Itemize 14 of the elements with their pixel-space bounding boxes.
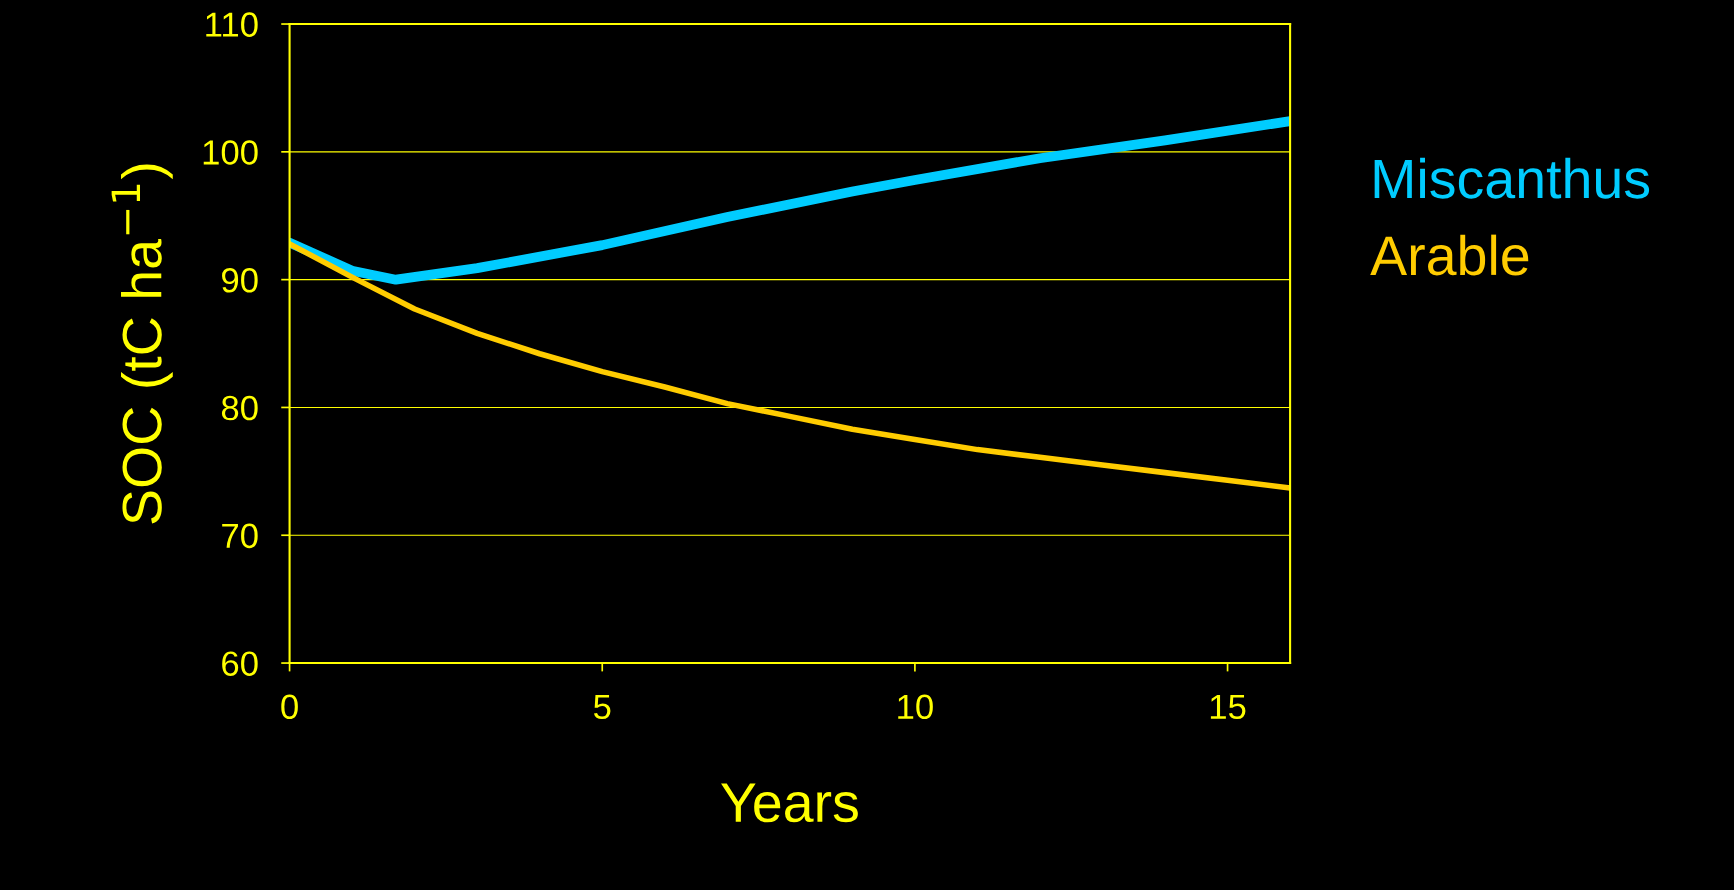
x-axis-title: Years xyxy=(721,783,858,823)
y-axis-title: SOC (tC ha$^{−1}$) xyxy=(111,164,173,524)
y-tick-label: 90 xyxy=(222,267,258,293)
y-tick-label: 100 xyxy=(203,140,258,165)
x-tick-label: 15 xyxy=(1210,694,1246,720)
series-label: Miscanthus xyxy=(1374,157,1650,199)
y-tick-label: 110 xyxy=(206,12,258,37)
x-tick-label: 10 xyxy=(898,694,933,720)
x-tick-label: 0 xyxy=(281,694,298,720)
text: Arable xyxy=(1370,234,1529,276)
x-tick-label: 5 xyxy=(593,694,611,720)
y-tick-label: 70 xyxy=(222,523,258,549)
y-tick-label: 80 xyxy=(221,395,258,421)
y-tick-label: 60 xyxy=(222,651,258,676)
